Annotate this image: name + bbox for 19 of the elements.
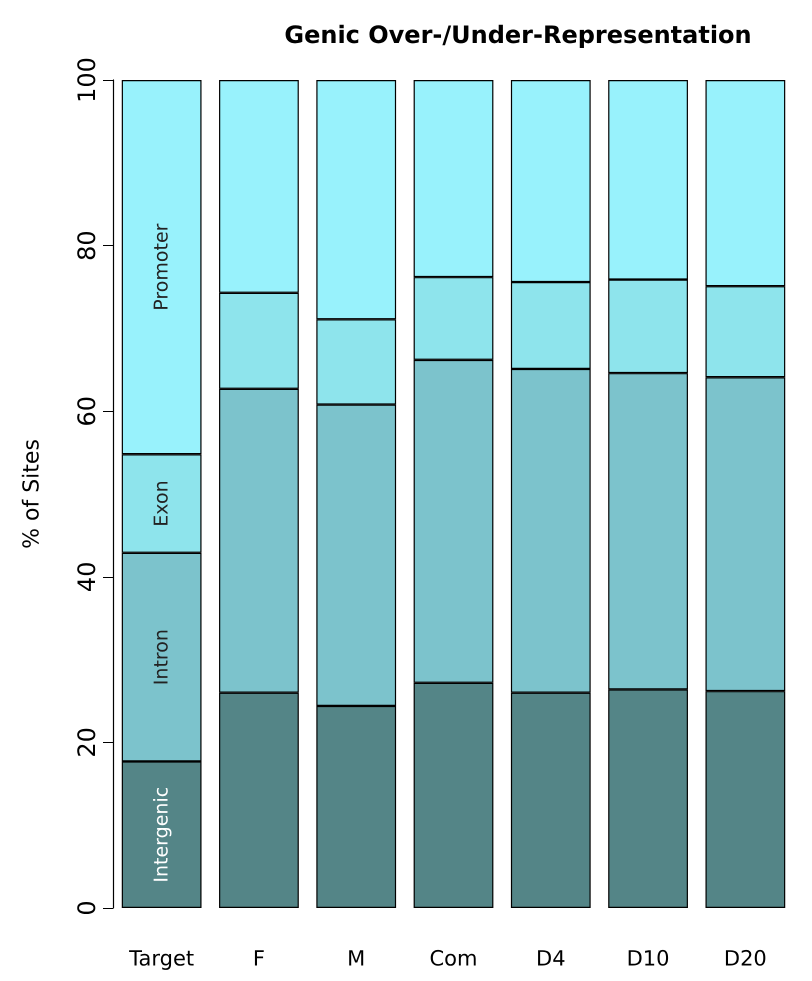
series-label: Exon (150, 480, 173, 527)
x-tick-label: M (347, 946, 366, 970)
chart-title: Genic Over-/Under-Representation (284, 21, 752, 49)
x-tick-label: Target (128, 946, 194, 970)
x-tick-label: D20 (724, 946, 767, 970)
series-label: Intergenic (150, 786, 173, 883)
y-tick-label: 20 (73, 727, 101, 758)
series-label: Intron (150, 629, 173, 686)
y-tick-label: 100 (73, 57, 101, 103)
x-tick-label: D10 (626, 946, 670, 970)
x-tick-label: F (252, 946, 265, 970)
x-tick-label: D4 (536, 946, 566, 970)
series-label: Promoter (150, 223, 173, 311)
y-tick-label: 60 (73, 396, 101, 426)
y-tick-label: 0 (73, 900, 101, 916)
y-axis-title: % of Sites (20, 439, 44, 549)
x-tick-label: Com (430, 946, 478, 970)
y-tick-label: 40 (73, 562, 101, 592)
y-tick-label: 80 (73, 230, 101, 261)
